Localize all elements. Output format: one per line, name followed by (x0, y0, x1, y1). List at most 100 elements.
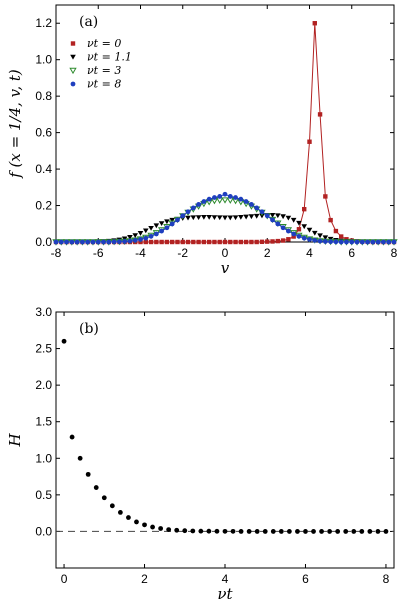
y-tick-label: 1.0 (35, 53, 52, 67)
data-point (296, 233, 302, 239)
data-point (317, 238, 323, 244)
data-point (190, 528, 196, 534)
data-point (64, 239, 69, 245)
panel-b: 0 2 4 6 8 0.0 0.5 1.0 1.5 2.0 2.5 3.0 νt H (b) (6, 305, 395, 603)
data-point (295, 529, 300, 534)
data-point (212, 195, 217, 200)
data-point (391, 239, 397, 245)
data-point (254, 239, 259, 245)
data-point (238, 196, 244, 202)
data-point (338, 239, 344, 245)
data-point (227, 215, 234, 221)
data-point (328, 217, 333, 223)
y-axis-label: f (x = 1/4, v, t) (6, 69, 24, 179)
data-point (317, 233, 323, 239)
data-point (127, 235, 133, 240)
legend-marker (69, 67, 77, 75)
data-point (370, 239, 376, 245)
data-point (164, 225, 170, 231)
data-point (381, 239, 386, 245)
data-point (285, 228, 291, 234)
series-3 (53, 191, 397, 245)
y-tick-label: 3.0 (35, 305, 52, 319)
data-point (230, 528, 236, 534)
data-point (195, 215, 202, 220)
data-point (206, 239, 212, 245)
x-tick-label: -2 (177, 246, 188, 260)
data-point (191, 239, 196, 245)
x-tick-label: 0 (61, 572, 68, 586)
data-point (367, 529, 373, 534)
data-point (343, 529, 349, 534)
data-point (137, 231, 144, 236)
data-point (174, 527, 180, 533)
y-tick-label: 0.5 (35, 488, 52, 502)
data-point (196, 239, 201, 245)
data-point (349, 239, 355, 245)
legend-label: νt = 0 (87, 37, 121, 50)
x-axis-label: v (221, 259, 230, 277)
data-point (116, 239, 122, 245)
data-point (351, 529, 357, 534)
legend-label: νt = 8 (87, 78, 121, 91)
data-point (58, 239, 64, 245)
data-point (201, 199, 207, 204)
x-tick-label: 2 (264, 246, 271, 260)
data-point (254, 529, 260, 534)
data-point (296, 220, 302, 226)
data-point (206, 528, 212, 534)
x-tick-label: -6 (93, 246, 104, 260)
y-tick-label: 1.2 (35, 16, 52, 30)
data-point (132, 237, 138, 243)
data-point (359, 529, 365, 534)
data-point (53, 239, 59, 245)
data-point (275, 238, 281, 244)
data-point (286, 529, 292, 534)
data-point (190, 205, 196, 211)
data-point (317, 112, 323, 117)
data-point (159, 239, 164, 245)
panel-label: (b) (79, 321, 99, 337)
data-point (221, 197, 229, 204)
data-point (306, 227, 313, 233)
data-point (212, 239, 217, 245)
data-point (211, 215, 218, 220)
data-point (311, 529, 316, 534)
data-point (354, 239, 360, 245)
data-point (134, 519, 139, 525)
y-tick-label: 2.5 (35, 342, 52, 356)
data-point (265, 239, 270, 244)
data-point (383, 529, 389, 534)
data-point (201, 215, 207, 220)
data-point (164, 239, 170, 245)
data-point (270, 239, 275, 244)
panel-a: -8 -6 -4 -2 0 2 4 6 8 0.0 0.2 0.4 0.6 0.8 1.0 1.2 v f (x … (6, 4, 398, 277)
y-tick-label: 1.0 (35, 451, 52, 465)
x-tick-label: 4 (306, 246, 313, 260)
data-point (117, 510, 123, 515)
data-point (95, 239, 101, 245)
data-point (286, 237, 291, 242)
x-tick-label: -4 (135, 246, 146, 260)
data-point (259, 239, 265, 245)
legend-marker (70, 54, 76, 60)
data-point (280, 214, 286, 220)
data-point (275, 213, 281, 219)
data-point (311, 230, 318, 236)
data-point (106, 239, 112, 245)
y-tick-label: 0.2 (35, 199, 52, 213)
data-point (222, 239, 228, 245)
x-tick-label: -8 (51, 246, 62, 260)
data-point (254, 205, 260, 211)
data-point (333, 239, 339, 245)
data-point (375, 239, 381, 245)
data-point (132, 233, 139, 239)
data-point (101, 495, 107, 501)
data-point (217, 194, 223, 199)
data-point (222, 191, 228, 197)
data-point (74, 239, 80, 245)
data-point (312, 21, 317, 26)
data-point (90, 239, 96, 245)
data-point (359, 239, 365, 245)
data-point (327, 529, 333, 534)
